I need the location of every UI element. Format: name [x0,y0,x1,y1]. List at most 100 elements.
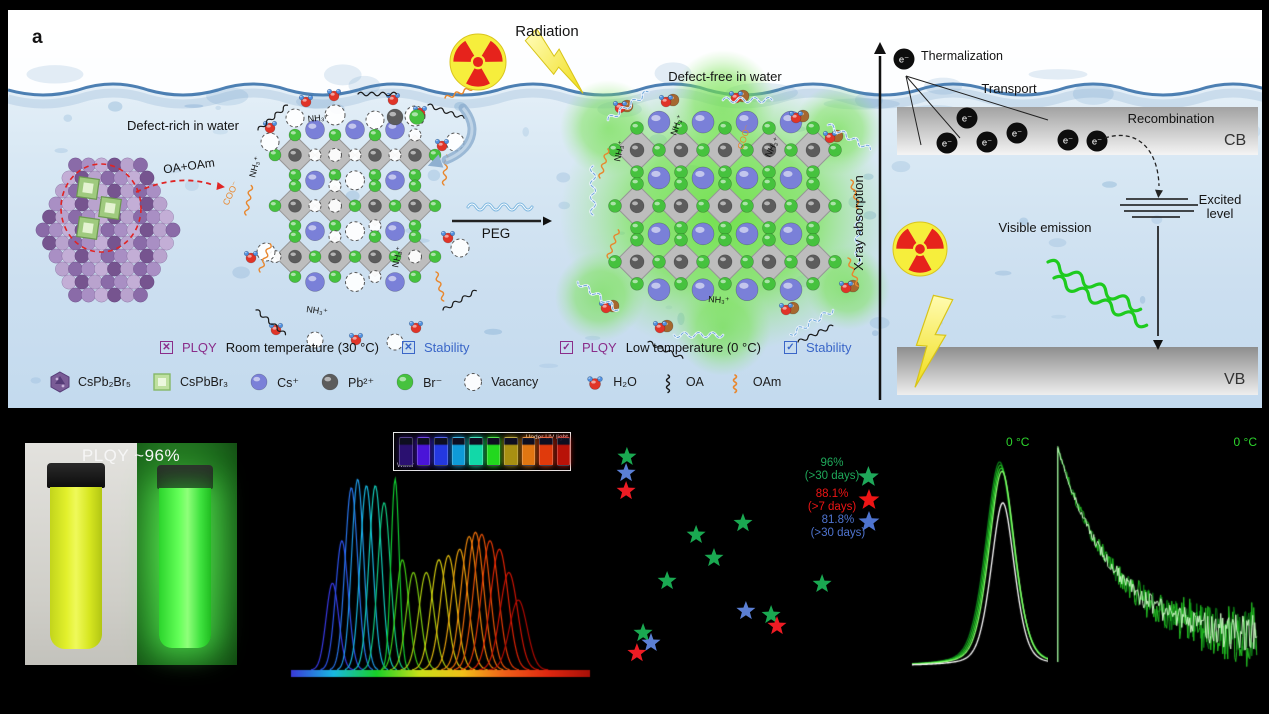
legend-item: Vacancy [461,370,538,394]
emission-spectra-chart [283,430,598,692]
valence-band-bar [897,347,1258,395]
star-marker [617,446,637,465]
vacancy-icon [464,373,483,391]
svg-text:e⁻: e⁻ [1092,137,1102,148]
cspbbr3-cube-icon [76,176,100,200]
svg-text:e⁻: e⁻ [982,138,992,149]
star-marker [657,571,677,590]
electron-icon: e⁻ [1006,122,1028,144]
uv-vial [556,437,570,466]
legend-label: Cs⁺ [277,375,300,390]
vial-cap [157,465,213,489]
star-marker [767,616,787,635]
uv-vial [434,437,448,466]
legend-item: CsPb₂Br₅ [48,370,131,394]
cs-ion-icon [250,373,268,391]
uv-vial [469,437,483,466]
panel-photo-vials: PLQY ~96% [25,443,237,665]
lightning-bolt-icon [524,28,584,94]
panel-label: a [32,27,43,48]
lightning-bolt-icon [914,294,954,388]
star-marker [858,489,880,509]
panel-a-schematic: COO⁻ NH₃⁺ NH₃⁺ NH₃⁺ NH₃⁺ NH₃⁺ NH₃⁺ NH₃⁺ NH₃⁺ COO⁻… [8,10,1262,408]
star-marker [627,643,647,662]
star-marker [761,605,781,624]
defect-free-lattice [608,110,842,302]
svg-text:e⁻: e⁻ [962,114,972,125]
pl-peak-chart [906,432,1076,700]
band-diagram: e⁻ e⁻ e⁻ e⁻ e⁻ e⁻ e⁻ [874,42,1258,400]
defect-rich-label: Defect-rich in water [127,118,239,133]
nh3-label: NH₃⁺ [307,112,330,124]
vial-liquid [50,487,102,649]
excited-level-label: Excited [1198,192,1242,207]
nh3-label: NH₃⁺ [612,139,626,162]
stability-label: Stability [424,340,470,355]
svg-text:e⁻: e⁻ [1012,129,1022,140]
checkbox-crossed-icon: ✕ [402,341,415,354]
valence-band-label: VB [1224,371,1246,388]
nh3-label: NH₃⁺ [708,294,730,305]
radiation-label: Radiation [515,23,579,40]
oa-ligand-icon [665,374,670,394]
legend-item: Pb²⁺ [318,370,374,394]
panel-pl-peak: 0 °C [906,432,1076,700]
retention-annotation: 96% [820,457,844,469]
transport-label: Transport [981,81,1037,96]
star-marker [736,601,756,620]
star-marker [704,548,724,567]
retention-duration-annotation: (>7 days) [807,501,857,513]
uv-vial [539,437,553,466]
uv-vial [399,437,413,466]
visible-emission-label: Visible emission [998,220,1092,235]
electron-icon: e⁻ [1086,130,1108,152]
process-arrows [386,28,584,226]
pl-decay-chart [1048,432,1265,700]
radiation-symbol-icon [892,221,948,277]
vial-daylight-photo [25,443,137,665]
legend-row: CsPb₂Br₅ CsPbBr₃ Cs⁺ Pb²⁺ Br⁻ Vacancy H₂O OA OAm [48,370,781,394]
uv-vial [416,437,430,466]
stability-label: Stability [805,340,852,355]
solvent-molecules: NH₃⁺NH₃⁺NH₃⁺NH₃⁺NH₃⁺NH₃⁺ NH₃⁺NH₃⁺COO⁻ [243,87,872,359]
peg-label: PEG [481,226,511,241]
excited-level-label: level [1206,206,1234,221]
retention-annotation: 88.1% [815,488,849,500]
xray-absorption-axis-label: X-ray absorption [851,175,866,271]
vial-uv-photo [137,443,237,665]
conduction-band-label: CB [1224,132,1247,149]
star-marker [733,513,753,532]
legend-item: OAm [723,370,781,394]
svg-text:e⁻: e⁻ [942,139,952,150]
panel-pl-decay: 0 °C [1048,432,1265,700]
nh3-label: NH₃⁺ [306,304,329,317]
visible-emission-wave-icon [1052,274,1149,329]
legend-label: H₂O [613,375,637,389]
uv-vial [486,437,500,466]
cspbbr3-cube-icon [76,216,100,240]
legend-label: OAm [752,375,782,389]
coo-label: COO⁻ [221,180,241,207]
electron-icon: e⁻ [936,132,958,154]
radiation-symbol-icon [449,33,507,91]
nh3-label: NH₃⁺ [390,245,404,268]
electron-icon: e⁻ [976,131,998,153]
legend-item: OA [656,370,704,394]
legend-label: CsPb₂Br₅ [78,375,131,389]
panel-emission-spectra: Under UV light Water [283,430,598,692]
retention-duration-annotation: (>30 days) [804,470,860,482]
temperature-label: Low temperature (0 °C) [625,340,761,355]
stability-scatter-chart [616,446,880,662]
electron-icon: e⁻ [1057,129,1079,151]
temperature-badge: 0 °C [1233,435,1257,449]
retention-annotation: 81.8% [821,514,855,526]
legend-label: Pb²⁺ [348,375,375,390]
plqy-label: PLQY [582,340,617,355]
schematic-artwork: COO⁻NH₃⁺NH₃⁺NH₃⁺NH₃⁺NH₃⁺NH₃⁺ NH₃⁺NH₃⁺COO⁻… [8,10,1262,400]
star-marker [641,632,661,651]
legend-label: CsPbBr₃ [179,375,229,389]
water-molecule-icon [587,376,603,390]
legend-label: OA [685,375,704,389]
uv-vials-inset: Under UV light Water [393,432,571,471]
